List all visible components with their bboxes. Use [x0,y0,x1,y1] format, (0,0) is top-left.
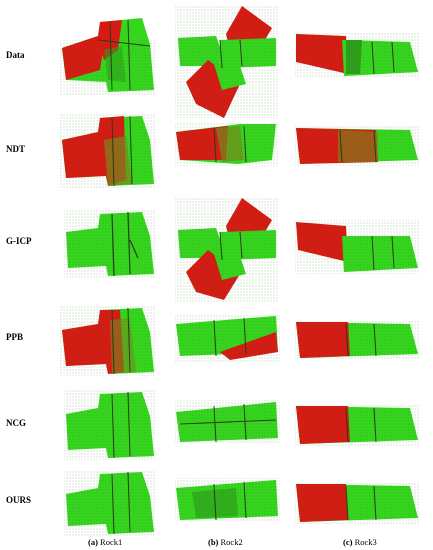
row-label-ppb: PPB [6,332,23,342]
row-label-ndt: NDT [6,144,26,154]
row-label-gicp: G-ICP [6,236,32,246]
panel-gicp-rock1 [64,210,156,278]
caption-rock1: (a) Rock1 [88,537,123,547]
panel-ours-rock1 [64,470,156,536]
row-label-data: Data [6,50,25,60]
panel-ncg-rock1 [64,390,156,460]
panel-gicp-rock2 [175,198,278,302]
row-label-ncg: NCG [6,418,26,428]
panel-data-rock3 [295,32,420,77]
panel-data-rock1 [60,18,155,95]
panel-ours-rock2 [175,478,280,522]
caption-rock2: (b) Rock2 [208,537,243,547]
panel-ppb-rock3 [295,320,420,360]
panel-ndt-rock2 [175,122,278,166]
panel-ours-rock3 [295,482,420,524]
panel-ppb-rock2 [175,314,280,362]
row-label-ours: OURS [6,495,32,505]
panel-ndt-rock1 [60,114,155,188]
panel-data-rock2 [175,6,278,118]
panel-ncg-rock2 [175,400,280,444]
panel-ppb-rock1 [60,306,155,376]
panel-ndt-rock3 [295,126,420,166]
caption-rock3: (c) Rock3 [343,537,377,547]
panel-ncg-rock3 [295,404,420,446]
panel-gicp-rock3 [295,220,420,274]
